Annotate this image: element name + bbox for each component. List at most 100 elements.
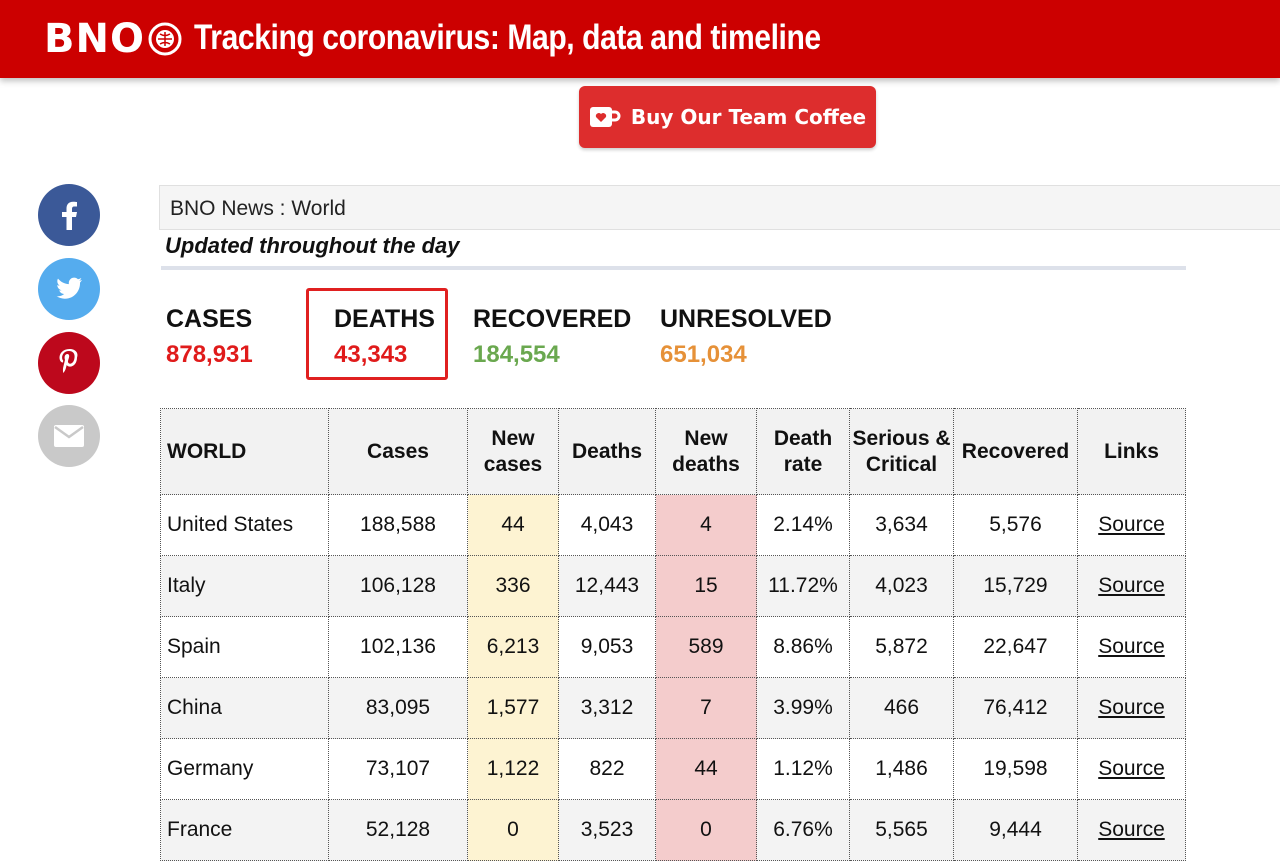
cell-recovered: 5,576: [953, 494, 1078, 556]
breadcrumb: BNO News : World: [170, 197, 346, 220]
col-header-new-deaths[interactable]: New deaths: [655, 408, 757, 495]
col-header-death-rate[interactable]: Death rate: [756, 408, 850, 495]
col-header-world[interactable]: WORLD: [160, 408, 329, 495]
stat-recovered-label: RECOVERED: [473, 305, 632, 333]
cell-death-rate: 11.72%: [756, 555, 850, 617]
cell-cases: 83,095: [328, 677, 468, 739]
cell-country: China: [160, 677, 329, 739]
table-header-row: WORLD Cases New cases Deaths New deaths …: [160, 408, 1186, 495]
cell-cases: 52,128: [328, 799, 468, 861]
cell-new-deaths: 4: [655, 494, 757, 556]
col-header-serious-critical[interactable]: Serious & Critical: [849, 408, 954, 495]
cell-source-link[interactable]: Source: [1077, 555, 1186, 617]
cell-deaths: 12,443: [558, 555, 656, 617]
page-title: Tracking coronavirus: Map, data and time…: [194, 18, 821, 57]
bno-logo[interactable]: BNO: [44, 16, 183, 62]
logo-text: BNO: [44, 16, 145, 62]
cell-recovered: 76,412: [953, 677, 1078, 739]
email-share-button[interactable]: [38, 405, 100, 467]
stat-recovered-value: 184,554: [473, 341, 560, 368]
table-row: Spain 102,136 6,213 9,053 589 8.86% 5,872 22,64…: [160, 616, 1186, 678]
cell-new-cases: 6,213: [467, 616, 559, 678]
cell-cases: 188,588: [328, 494, 468, 556]
twitter-icon: [56, 277, 82, 299]
stat-deaths-value: 43,343: [334, 341, 408, 368]
cell-cases: 73,107: [328, 738, 468, 800]
cell-serious-critical: 5,565: [849, 799, 954, 861]
cell-new-cases: 1,122: [467, 738, 559, 800]
breadcrumb-bar: BNO News : World: [159, 185, 1280, 230]
cell-serious-critical: 466: [849, 677, 954, 739]
cell-country: Italy: [160, 555, 329, 617]
updated-note: Updated throughout the day: [165, 233, 460, 258]
cell-cases: 102,136: [328, 616, 468, 678]
cell-source-link[interactable]: Source: [1077, 799, 1186, 861]
table-row: United States 188,588 44 4,043 4 2.14% 3,634 5,…: [160, 494, 1186, 556]
cell-death-rate: 1.12%: [756, 738, 850, 800]
col-header-recovered[interactable]: Recovered: [953, 408, 1078, 495]
cell-source-link[interactable]: Source: [1077, 677, 1186, 739]
cell-new-cases: 44: [467, 494, 559, 556]
facebook-icon: [62, 201, 77, 230]
stat-cases-value: 878,931: [166, 341, 253, 368]
facebook-share-button[interactable]: [38, 184, 100, 246]
cell-death-rate: 6.76%: [756, 799, 850, 861]
stat-unresolved-label: UNRESOLVED: [660, 305, 832, 333]
col-header-links: Links: [1077, 408, 1186, 495]
pinterest-share-button[interactable]: [38, 332, 100, 394]
top-header-bar: BNO Tracking coronavirus: Map, data and …: [0, 0, 1280, 78]
cell-new-cases: 0: [467, 799, 559, 861]
deaths-highlight-box: [306, 288, 448, 380]
cell-death-rate: 8.86%: [756, 616, 850, 678]
cell-deaths: 822: [558, 738, 656, 800]
cell-source-link[interactable]: Source: [1077, 616, 1186, 678]
stat-recovered: RECOVERED 184,554: [473, 305, 631, 369]
table-row: Germany 73,107 1,122 822 44 1.12% 1,486 19,598 S…: [160, 738, 1186, 800]
cell-cases: 106,128: [328, 555, 468, 617]
cell-serious-critical: 3,634: [849, 494, 954, 556]
cell-recovered: 22,647: [953, 616, 1078, 678]
cell-serious-critical: 5,872: [849, 616, 954, 678]
cell-country: United States: [160, 494, 329, 556]
email-icon: [54, 425, 84, 447]
cell-country: France: [160, 799, 329, 861]
cell-recovered: 15,729: [953, 555, 1078, 617]
cell-new-deaths: 0: [655, 799, 757, 861]
cell-deaths: 3,523: [558, 799, 656, 861]
col-header-cases[interactable]: Cases: [328, 408, 468, 495]
cell-new-deaths: 44: [655, 738, 757, 800]
stat-unresolved: UNRESOLVED 651,034: [660, 305, 832, 369]
cell-recovered: 19,598: [953, 738, 1078, 800]
cell-new-cases: 336: [467, 555, 559, 617]
cell-country: Spain: [160, 616, 329, 678]
cell-country: Germany: [160, 738, 329, 800]
cell-new-cases: 1,577: [467, 677, 559, 739]
cell-source-link[interactable]: Source: [1077, 494, 1186, 556]
cell-new-deaths: 7: [655, 677, 757, 739]
cell-serious-critical: 4,023: [849, 555, 954, 617]
stat-cases: CASES 878,931: [166, 305, 253, 369]
stat-unresolved-value: 651,034: [660, 341, 747, 368]
stat-deaths-label: DEATHS: [334, 305, 435, 333]
stat-deaths: DEATHS 43,343: [334, 305, 435, 369]
buy-coffee-button[interactable]: Buy Our Team Coffee: [579, 86, 876, 148]
cell-new-deaths: 589: [655, 616, 757, 678]
globe-icon: [148, 22, 182, 56]
stat-cases-label: CASES: [166, 305, 253, 333]
country-data-table: WORLD Cases New cases Deaths New deaths …: [160, 408, 1186, 861]
coffee-cup-heart-icon: [589, 107, 621, 127]
cell-death-rate: 3.99%: [756, 677, 850, 739]
cell-deaths: 9,053: [558, 616, 656, 678]
twitter-share-button[interactable]: [38, 258, 100, 320]
cell-death-rate: 2.14%: [756, 494, 850, 556]
table-row: Italy 106,128 336 12,443 15 11.72% 4,023 15,729…: [160, 555, 1186, 617]
cell-serious-critical: 1,486: [849, 738, 954, 800]
pinterest-icon: [59, 349, 78, 373]
col-header-deaths[interactable]: Deaths: [558, 408, 656, 495]
col-header-new-cases[interactable]: New cases: [467, 408, 559, 495]
cell-recovered: 9,444: [953, 799, 1078, 861]
table-row: France 52,128 0 3,523 0 6.76% 5,565 9,444 Source: [160, 799, 1186, 861]
cell-deaths: 3,312: [558, 677, 656, 739]
buy-coffee-label: Buy Our Team Coffee: [630, 105, 867, 129]
cell-source-link[interactable]: Source: [1077, 738, 1186, 800]
